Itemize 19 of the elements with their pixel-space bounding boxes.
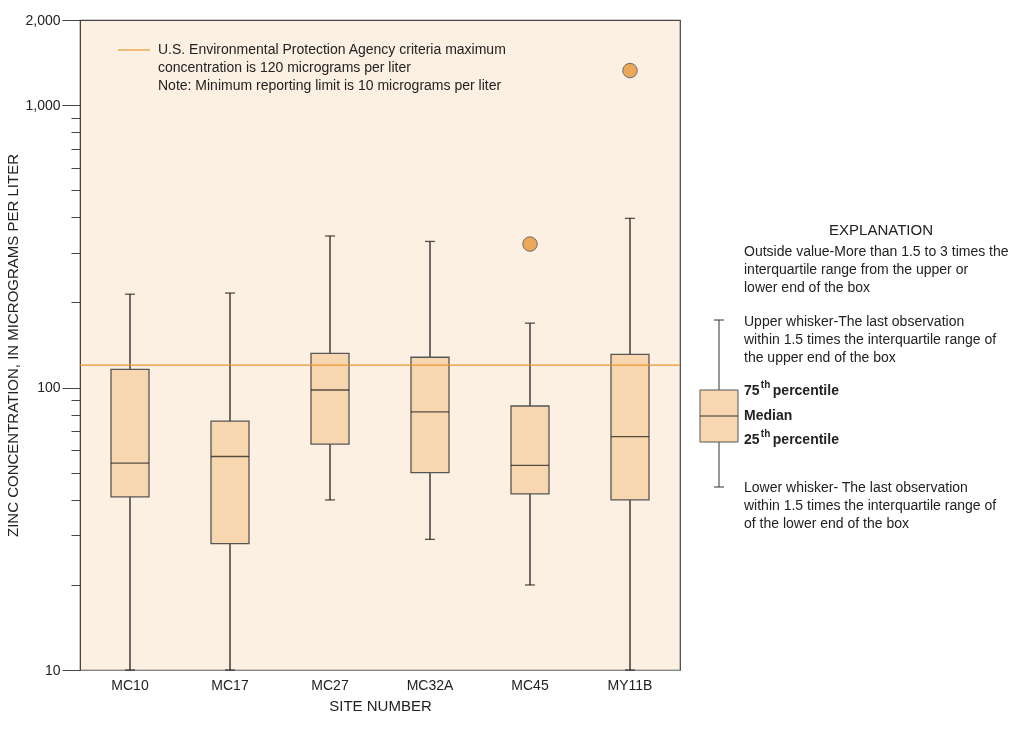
- text: Lower whisker- The last observation within 1.5 times the interquartile range of of the lower end of the box: [743, 479, 997, 531]
- y-tick-label: 1,000: [25, 96, 61, 113]
- y-tick-label: 10: [44, 661, 61, 678]
- x-tick-label: MC45: [511, 676, 549, 693]
- text: EXPLANATION: [829, 221, 933, 238]
- y-axis-title: ZINC CONCENTRATION, IN MICROGRAMS PER LITER: [4, 153, 22, 538]
- legend-label: U.S. Environmental Protection Agency criteria maximum concentration is 120 micrograms per liter: [158, 41, 506, 75]
- x-tick-label: MC27: [311, 676, 349, 693]
- text: Upper whisker-The last observation within 1.5 times the interquartile range of the upper end of the box: [743, 313, 997, 365]
- y-tick-label: 2,000: [25, 11, 61, 28]
- x-tick-label: MY11B: [607, 676, 653, 693]
- y-tick-label: 100: [37, 379, 61, 396]
- annotation: Note: Minimum reporting limit is 10 micrograms per liter: [158, 77, 502, 93]
- x-tick-label: MC32A: [406, 676, 454, 693]
- text: Outside value-More than 1.5 to 3 times the interquartile range from the upper or lower end of the box: [744, 243, 1009, 295]
- x-tick-label: MC10: [111, 676, 149, 693]
- x-tick-label: MC17: [211, 676, 249, 693]
- text: Median: [744, 407, 793, 423]
- x-axis-title: SITE NUMBER: [329, 696, 432, 714]
